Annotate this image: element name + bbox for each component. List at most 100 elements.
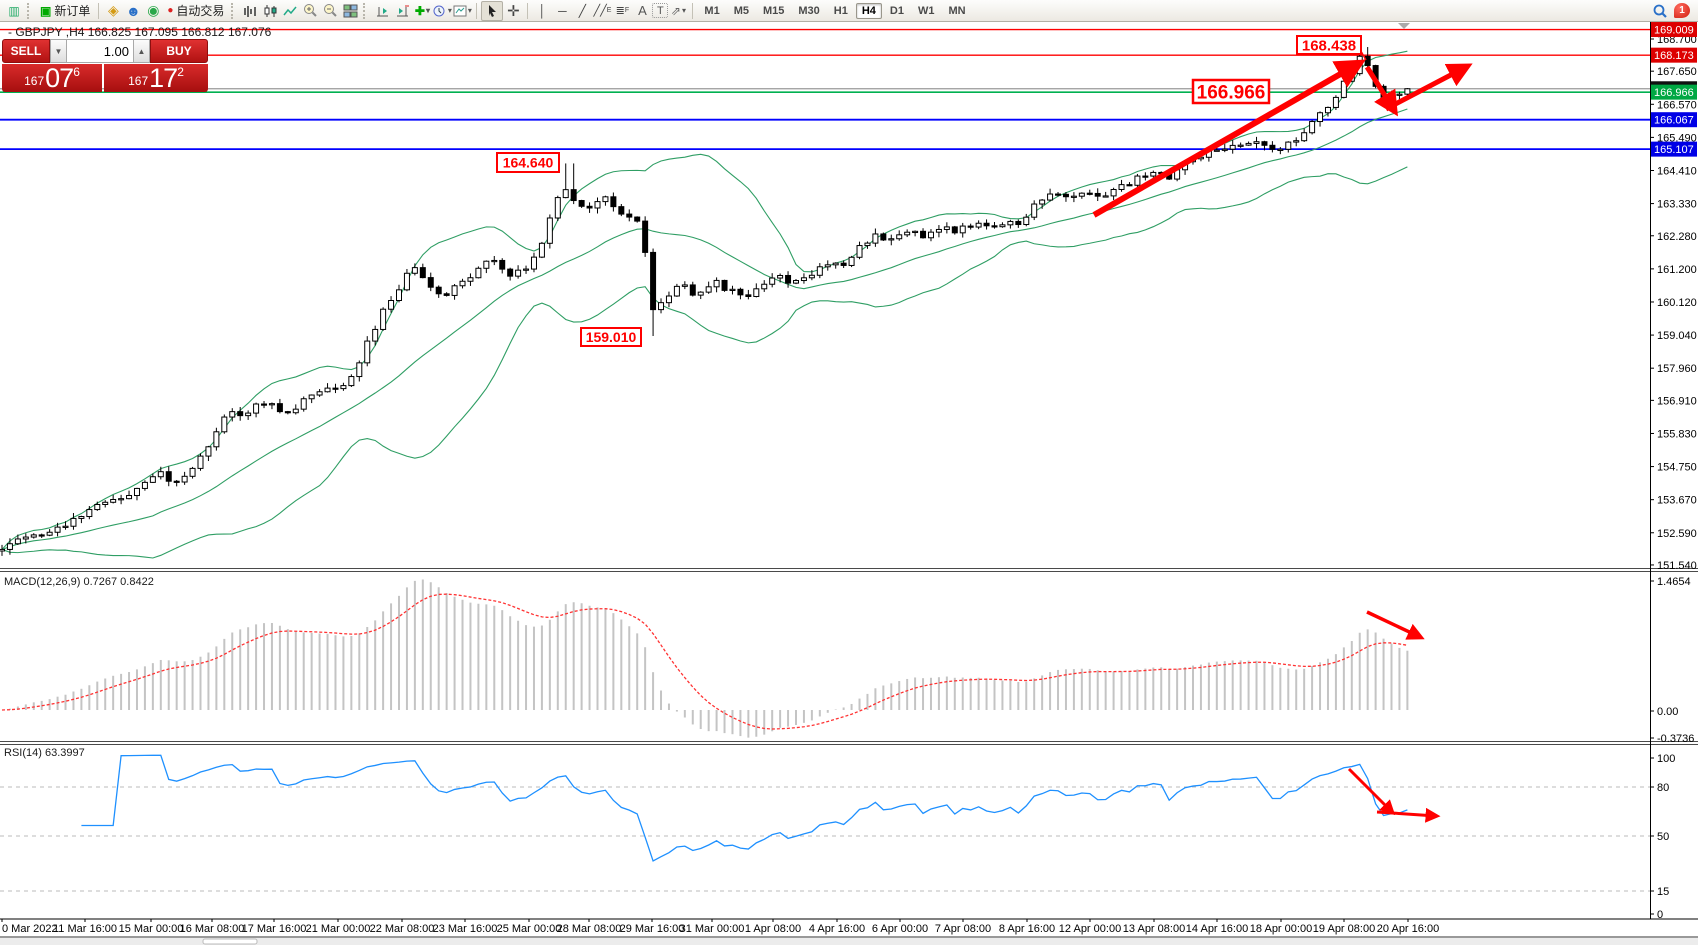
timeframe-H1[interactable]: H1	[828, 3, 854, 19]
arrows-tool-icon[interactable]: ⇗ ▾	[670, 3, 686, 18]
add-indicator-icon[interactable]: ✚ ▾	[414, 3, 430, 18]
rsi-line	[81, 754, 1408, 862]
svg-text:165.107: 165.107	[1654, 144, 1694, 156]
timeframe-M1[interactable]: M1	[698, 3, 725, 19]
buy-price-big: 17	[149, 63, 178, 93]
price-annotation-168.438[interactable]: 168.438	[1296, 35, 1362, 55]
new-order-label: 新订单	[54, 4, 91, 18]
candlestick-icon[interactable]	[260, 2, 280, 20]
price-tick-label: 155.830	[1657, 428, 1697, 440]
price-tick-label: 159.040	[1657, 330, 1697, 342]
svg-text:164.640: 164.640	[503, 155, 554, 171]
macd-plot	[1, 579, 1409, 738]
time-axis-label: 25 Mar 00:00	[497, 923, 562, 935]
volume-increase-button[interactable]: ▲	[133, 39, 150, 63]
rsi-plot	[81, 754, 1408, 862]
sell-button[interactable]: SELL	[2, 39, 50, 63]
time-axis-label: 6 Apr 00:00	[872, 923, 928, 935]
text-label-icon[interactable]: T	[652, 3, 669, 18]
price-tick-label: 164.410	[1657, 165, 1697, 177]
equidistant-channel-icon[interactable]: ╱╱ E	[593, 5, 612, 17]
toolbar-grip	[27, 2, 33, 19]
price-annotation-166.966[interactable]: 166.966	[1191, 78, 1271, 105]
volume-input[interactable]: 1.00	[67, 39, 133, 63]
bollinger-lower	[1, 166, 1408, 559]
svg-text:159.010: 159.010	[586, 329, 637, 345]
text-icon[interactable]: A	[638, 3, 647, 18]
trend-arrow[interactable]	[1347, 767, 1396, 816]
tile-windows-icon[interactable]	[340, 2, 360, 20]
time-axis-label: 23 Mar 16:00	[433, 923, 498, 935]
zoom-out-icon[interactable]	[320, 2, 340, 20]
auto-trading-icon: ●	[167, 5, 174, 16]
line-chart-icon[interactable]	[280, 2, 300, 20]
new-order-button[interactable]: ▣ 新订单	[36, 2, 94, 20]
chart-window-icon[interactable]: ▥	[8, 3, 20, 18]
trend-arrow[interactable]	[1384, 63, 1473, 112]
time-axis-label: 22 Mar 08:00	[370, 923, 435, 935]
zoom-in-icon[interactable]	[300, 2, 320, 20]
crosshair-icon[interactable]: ✛	[507, 2, 520, 20]
price-tick-label: 167.650	[1657, 66, 1697, 78]
macd-name: MACD(12,26,9)	[4, 576, 81, 588]
horizontal-scrollbar-thumb[interactable]	[202, 938, 258, 945]
periods-clock-icon[interactable]: ▾	[432, 2, 452, 20]
fibonacci-icon[interactable]: ≣ F	[615, 5, 630, 17]
chat-badge-icon[interactable]: 1	[1670, 2, 1694, 20]
trendline-icon[interactable]: ╱	[578, 3, 587, 18]
buy-price-display[interactable]: 167 17 2	[104, 64, 208, 92]
signals-icon[interactable]: ◉	[147, 2, 160, 18]
price-annotation-159.010[interactable]: 159.010	[580, 327, 642, 347]
price-tick-label: 153.670	[1657, 495, 1697, 507]
time-axis-label: 18 Apr 00:00	[1250, 923, 1312, 935]
rsi-axis-label: 80	[1657, 782, 1669, 794]
time-axis-label: 20 Apr 16:00	[1377, 923, 1439, 935]
macd-values: 0.7267 0.8422	[83, 576, 154, 588]
horizontal-line-icon[interactable]: ─	[558, 3, 567, 18]
bollinger-upper	[1, 50, 1408, 550]
timeframe-M15[interactable]: M15	[757, 3, 790, 19]
timeframe-MN[interactable]: MN	[942, 3, 971, 19]
timeframe-D1[interactable]: D1	[884, 3, 910, 19]
timeframe-H4[interactable]: H4	[855, 2, 882, 19]
bar-chart-icon[interactable]	[240, 2, 260, 20]
price-badge-169.009: 169.009	[1651, 22, 1697, 38]
search-icon[interactable]	[1650, 2, 1670, 20]
buy-button[interactable]: BUY	[150, 39, 208, 63]
community-icon[interactable]: ☻	[125, 2, 141, 19]
volume-decrease-button[interactable]: ▼	[50, 39, 67, 63]
bollinger-bands	[1, 50, 1408, 559]
auto-scroll-icon[interactable]	[392, 2, 412, 20]
trend-arrow[interactable]	[1092, 59, 1366, 218]
one-click-trading-panel: SELL ▼ 1.00 ▲ BUY 167 07 6 167 17 2	[2, 39, 208, 92]
price-badge-168.173: 168.173	[1651, 47, 1697, 63]
price-tick-label: 165.490	[1657, 132, 1697, 144]
rsi-label-line: RSI(14) 63.3997	[4, 747, 85, 759]
svg-text:169.009: 169.009	[1654, 25, 1694, 37]
trend-arrow[interactable]	[1364, 65, 1398, 117]
sell-price-display[interactable]: 167 07 6	[2, 64, 102, 92]
time-axis-label: 21 Mar 00:00	[306, 923, 371, 935]
trend-arrow[interactable]	[1376, 807, 1441, 823]
trend-arrow[interactable]	[1366, 610, 1425, 640]
timeframe-W1[interactable]: W1	[912, 3, 941, 19]
timeframe-M5[interactable]: M5	[728, 3, 755, 19]
bollinger-middle	[1, 108, 1408, 550]
chart-shift-icon[interactable]	[372, 2, 392, 20]
template-icon[interactable]: ▾	[452, 2, 472, 20]
chart-shift-marker[interactable]	[1398, 23, 1410, 29]
price-tick-label: 162.280	[1657, 231, 1697, 243]
auto-trading-label: 自动交易	[176, 4, 225, 18]
rsi-axis-label: 0	[1657, 909, 1663, 921]
new-order-icon: ▣	[40, 3, 52, 18]
sell-price-prefix: 167	[24, 74, 45, 88]
price-badge-166.966: 166.966	[1651, 84, 1697, 100]
vertical-line-icon[interactable]: │	[538, 3, 547, 18]
price-annotation-164.640[interactable]: 164.640	[496, 152, 560, 173]
market-depth-icon[interactable]: ◈	[107, 2, 119, 18]
price-tick-label: 161.200	[1657, 264, 1697, 276]
cursor-icon[interactable]	[481, 0, 504, 21]
timeframe-M30[interactable]: M30	[792, 3, 825, 19]
auto-trading-button[interactable]: ● 自动交易	[163, 2, 228, 20]
